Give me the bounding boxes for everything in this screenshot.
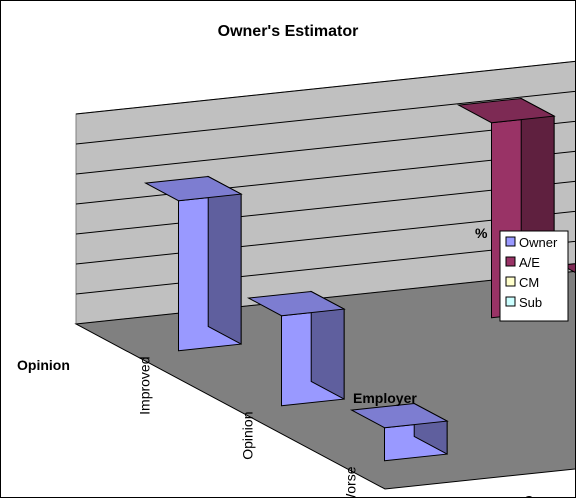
bar-top xyxy=(456,97,556,124)
legend: Owner A/E CM Sub xyxy=(499,230,569,322)
y-tick-label: Worse xyxy=(343,466,359,497)
x-axis-title: Employer xyxy=(353,390,417,406)
legend-swatch xyxy=(505,256,516,267)
legend-label: Sub xyxy=(519,295,542,310)
y-tick-label: Opinion xyxy=(240,412,256,460)
legend-swatch xyxy=(505,236,516,247)
legend-swatch xyxy=(505,276,516,287)
z-axis-title: % xyxy=(475,225,488,241)
y-tick-label: Improved xyxy=(137,357,153,415)
gridline xyxy=(75,60,575,115)
bar-top xyxy=(349,402,449,429)
bar-side xyxy=(207,175,242,345)
x-tick-label: Owner xyxy=(524,493,566,498)
bar-top xyxy=(143,175,243,202)
y-axis-title: Opinion xyxy=(17,357,70,373)
chart-tick-labels: 0%10%20%30%40%50%60%70%OwnerA/ECMSubImpr… xyxy=(137,357,566,498)
legend-label: Owner xyxy=(519,235,558,250)
legend-swatch xyxy=(505,296,516,307)
legend-label: A/E xyxy=(519,255,540,270)
chart-title: Owner's Estimator xyxy=(218,23,359,40)
bar-top xyxy=(246,290,346,317)
bar-owner-2 xyxy=(246,290,346,407)
bar-owner-3 xyxy=(349,402,449,462)
bar-owner-1 xyxy=(143,175,243,352)
gridline xyxy=(75,90,575,145)
legend-label: CM xyxy=(519,275,539,290)
